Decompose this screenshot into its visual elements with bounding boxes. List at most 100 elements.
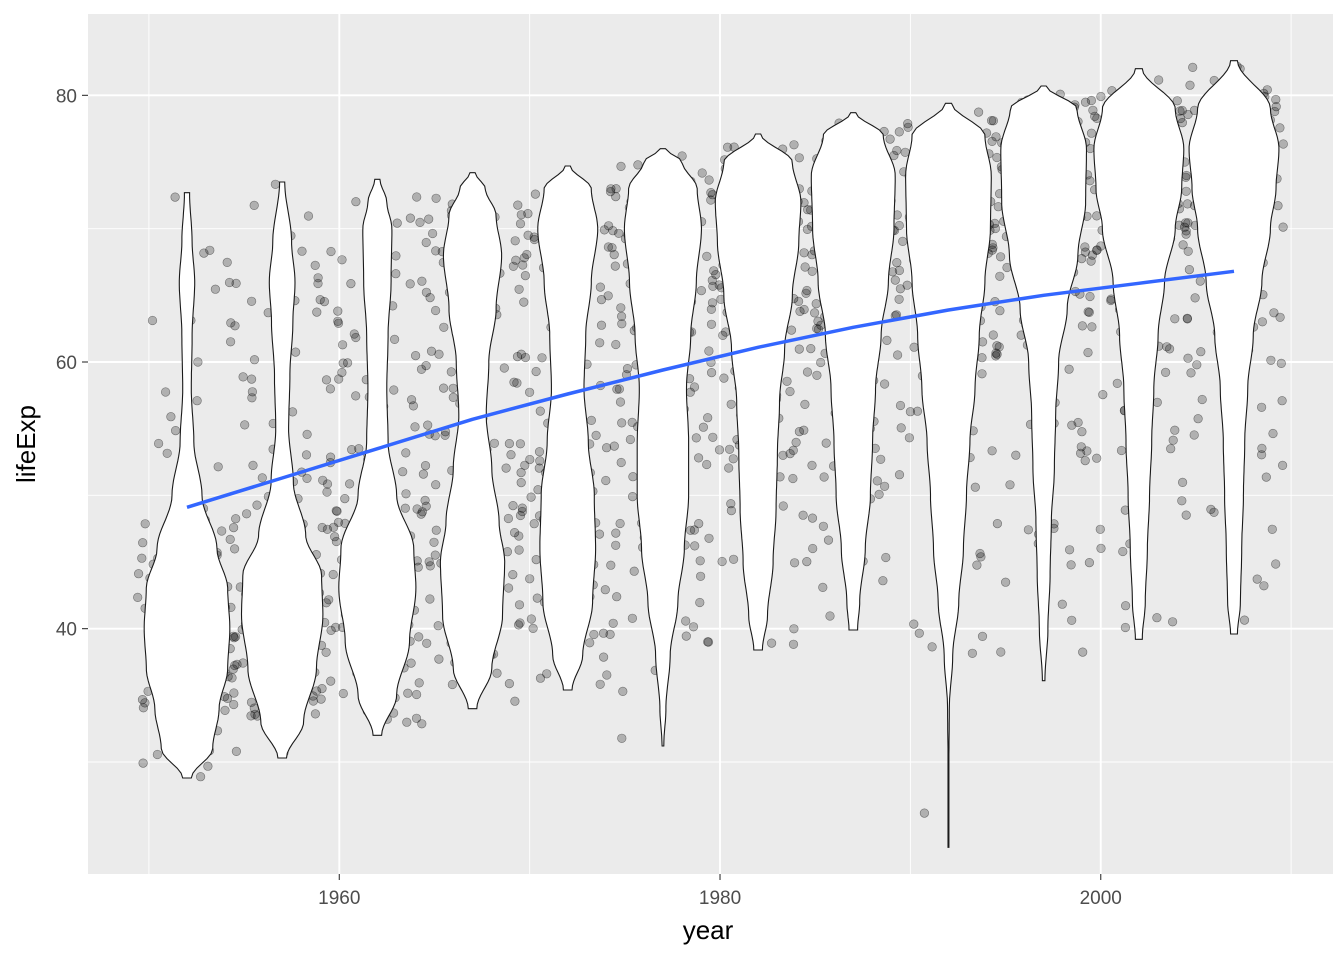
data-point: [418, 469, 429, 479]
data-point: [703, 637, 713, 647]
data-point: [1256, 450, 1267, 460]
data-point: [522, 249, 532, 260]
data-point: [799, 304, 809, 315]
data-point: [429, 537, 439, 547]
data-point: [789, 624, 799, 634]
data-point: [226, 337, 236, 347]
data-point: [878, 576, 888, 586]
data-point: [812, 323, 822, 334]
data-point: [1196, 347, 1206, 357]
data-point: [421, 237, 431, 248]
data-point: [489, 438, 500, 448]
trend-line-group: [186, 269, 1235, 509]
y-axis-title: lifeExp: [11, 405, 41, 483]
data-point: [431, 193, 441, 203]
data-point: [421, 501, 431, 511]
data-point: [510, 696, 520, 706]
data-point: [337, 255, 347, 265]
data-point: [1170, 314, 1180, 324]
data-point: [351, 332, 361, 343]
data-point: [681, 616, 691, 626]
data-point: [992, 152, 1002, 163]
data-point: [420, 461, 431, 471]
data-point: [1085, 291, 1095, 302]
data-point: [1154, 75, 1164, 85]
data-point: [513, 620, 524, 630]
data-point: [892, 350, 903, 360]
data-point: [1077, 427, 1087, 437]
data-point: [881, 552, 891, 563]
data-point: [717, 556, 727, 567]
data-point: [1085, 143, 1095, 154]
data-point: [405, 213, 416, 223]
data-point: [308, 696, 318, 706]
data-point: [1257, 317, 1267, 327]
data-point: [514, 600, 525, 610]
data-point: [519, 253, 529, 263]
y-tick-label: 60: [56, 353, 77, 374]
data-point: [706, 188, 716, 198]
data-point: [1277, 396, 1287, 406]
data-point: [988, 330, 998, 340]
data-point: [389, 385, 399, 395]
data-point: [431, 480, 441, 490]
data-point: [688, 622, 699, 632]
data-point: [517, 503, 527, 513]
data-point: [501, 463, 511, 473]
data-point: [794, 344, 804, 354]
data-point: [332, 506, 342, 516]
data-point: [217, 526, 227, 536]
data-point: [811, 299, 821, 309]
data-point: [605, 629, 615, 640]
data-point: [403, 688, 413, 698]
data-point: [896, 423, 906, 433]
data-point: [704, 346, 714, 356]
data-point: [598, 628, 609, 638]
data-point: [1189, 430, 1199, 440]
data-point: [608, 618, 618, 628]
data-point: [421, 361, 431, 371]
data-point: [628, 472, 638, 482]
data-point: [1067, 615, 1077, 625]
data-point: [338, 340, 348, 350]
data-point: [599, 225, 610, 235]
data-point: [894, 220, 904, 231]
data-point: [424, 214, 434, 224]
data-point: [322, 524, 333, 534]
data-point: [890, 275, 900, 285]
data-point: [1084, 557, 1094, 568]
data-point: [1270, 106, 1280, 117]
data-point: [778, 501, 788, 511]
data-point: [509, 377, 519, 387]
data-point: [1188, 62, 1198, 73]
data-point: [718, 330, 728, 341]
data-point: [1076, 442, 1086, 452]
data-point: [1077, 321, 1087, 331]
data-point: [1182, 314, 1192, 324]
data-point: [629, 566, 639, 576]
data-point: [516, 468, 526, 478]
data-point: [598, 652, 609, 662]
data-point: [249, 200, 259, 210]
data-point: [806, 344, 816, 354]
data-point: [1266, 355, 1276, 365]
data-point: [227, 673, 237, 683]
data-point: [1262, 85, 1272, 95]
data-point: [728, 454, 738, 464]
data-point: [524, 387, 535, 397]
data-point: [322, 479, 333, 489]
data-point: [1181, 226, 1191, 236]
data-point: [609, 441, 619, 451]
data-point: [1193, 414, 1203, 424]
data-point: [785, 449, 795, 459]
data-point: [633, 160, 643, 170]
data-point: [228, 664, 238, 674]
data-point: [1186, 368, 1196, 378]
data-point: [823, 535, 834, 545]
data-point: [508, 569, 518, 580]
data-point: [612, 592, 622, 602]
data-point: [391, 251, 401, 261]
data-point: [401, 448, 411, 458]
data-point: [351, 391, 361, 401]
data-point: [1209, 507, 1219, 517]
